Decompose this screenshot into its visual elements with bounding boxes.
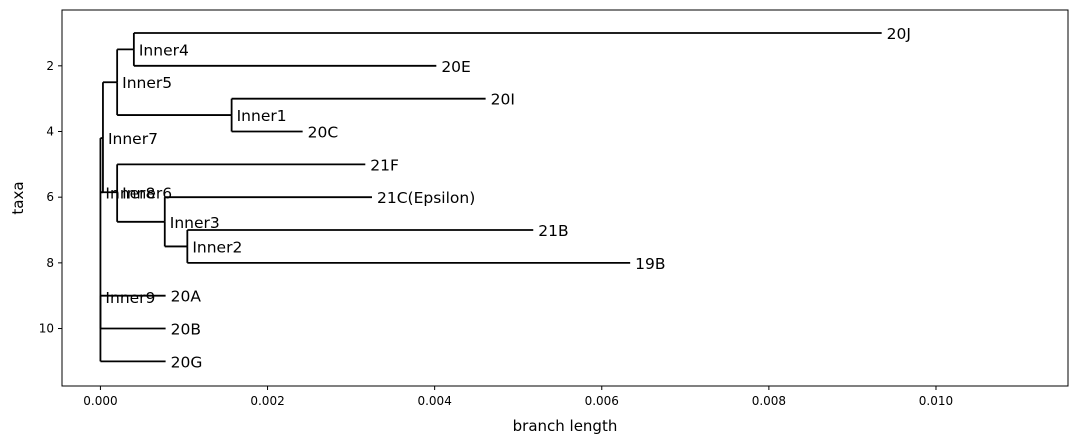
node-labels: Inner9 Inner7 Inner5 Inner4 20J 20E Inner1 20I 2…: [105, 25, 911, 371]
node-label: 20J: [887, 25, 911, 43]
node-label: 19B: [635, 255, 665, 273]
y-axis-ticks: 2 4 6 8 10: [39, 59, 62, 336]
x-tick-label: 0.000: [83, 394, 117, 408]
node-label: 21F: [370, 156, 399, 174]
node-label: 21B: [538, 222, 568, 240]
x-axis-label: branch length: [513, 417, 618, 435]
x-tick-label: 0.010: [919, 394, 953, 408]
x-axis-ticks: 0.000 0.002 0.004 0.006 0.008 0.010: [83, 386, 953, 408]
node-label: Inner5: [122, 74, 172, 92]
y-tick-label: 8: [46, 256, 54, 270]
node-label: 20E: [441, 58, 471, 76]
node-label: Inner4: [139, 41, 189, 59]
y-tick-label: 10: [39, 322, 54, 336]
x-tick-label: 0.004: [417, 394, 451, 408]
node-label: 20G: [171, 353, 203, 371]
x-tick-label: 0.006: [585, 394, 619, 408]
node-label: 20B: [171, 321, 201, 339]
node-label: Inner8: [105, 184, 155, 202]
node-label: Inner2: [192, 238, 242, 256]
y-tick-label: 4: [46, 125, 54, 139]
node-label: Inner3: [170, 214, 220, 232]
y-tick-label: 6: [46, 190, 54, 204]
node-label: 20I: [491, 91, 515, 109]
node-label: Inner1: [237, 107, 287, 125]
tree-branches: [99, 32, 882, 363]
node-label: Inner6: [122, 184, 172, 202]
node-label: Inner9: [105, 289, 155, 307]
node-label: 20A: [171, 288, 202, 306]
node-label: 20C: [308, 124, 339, 142]
node-label: Inner7: [108, 130, 158, 148]
y-axis-label: taxa: [9, 181, 27, 214]
x-tick-label: 0.008: [752, 394, 786, 408]
x-tick-label: 0.002: [250, 394, 284, 408]
plot-frame: [61, 9, 1069, 387]
node-label: 21C(Epsilon): [377, 189, 475, 207]
y-tick-label: 2: [46, 59, 54, 73]
